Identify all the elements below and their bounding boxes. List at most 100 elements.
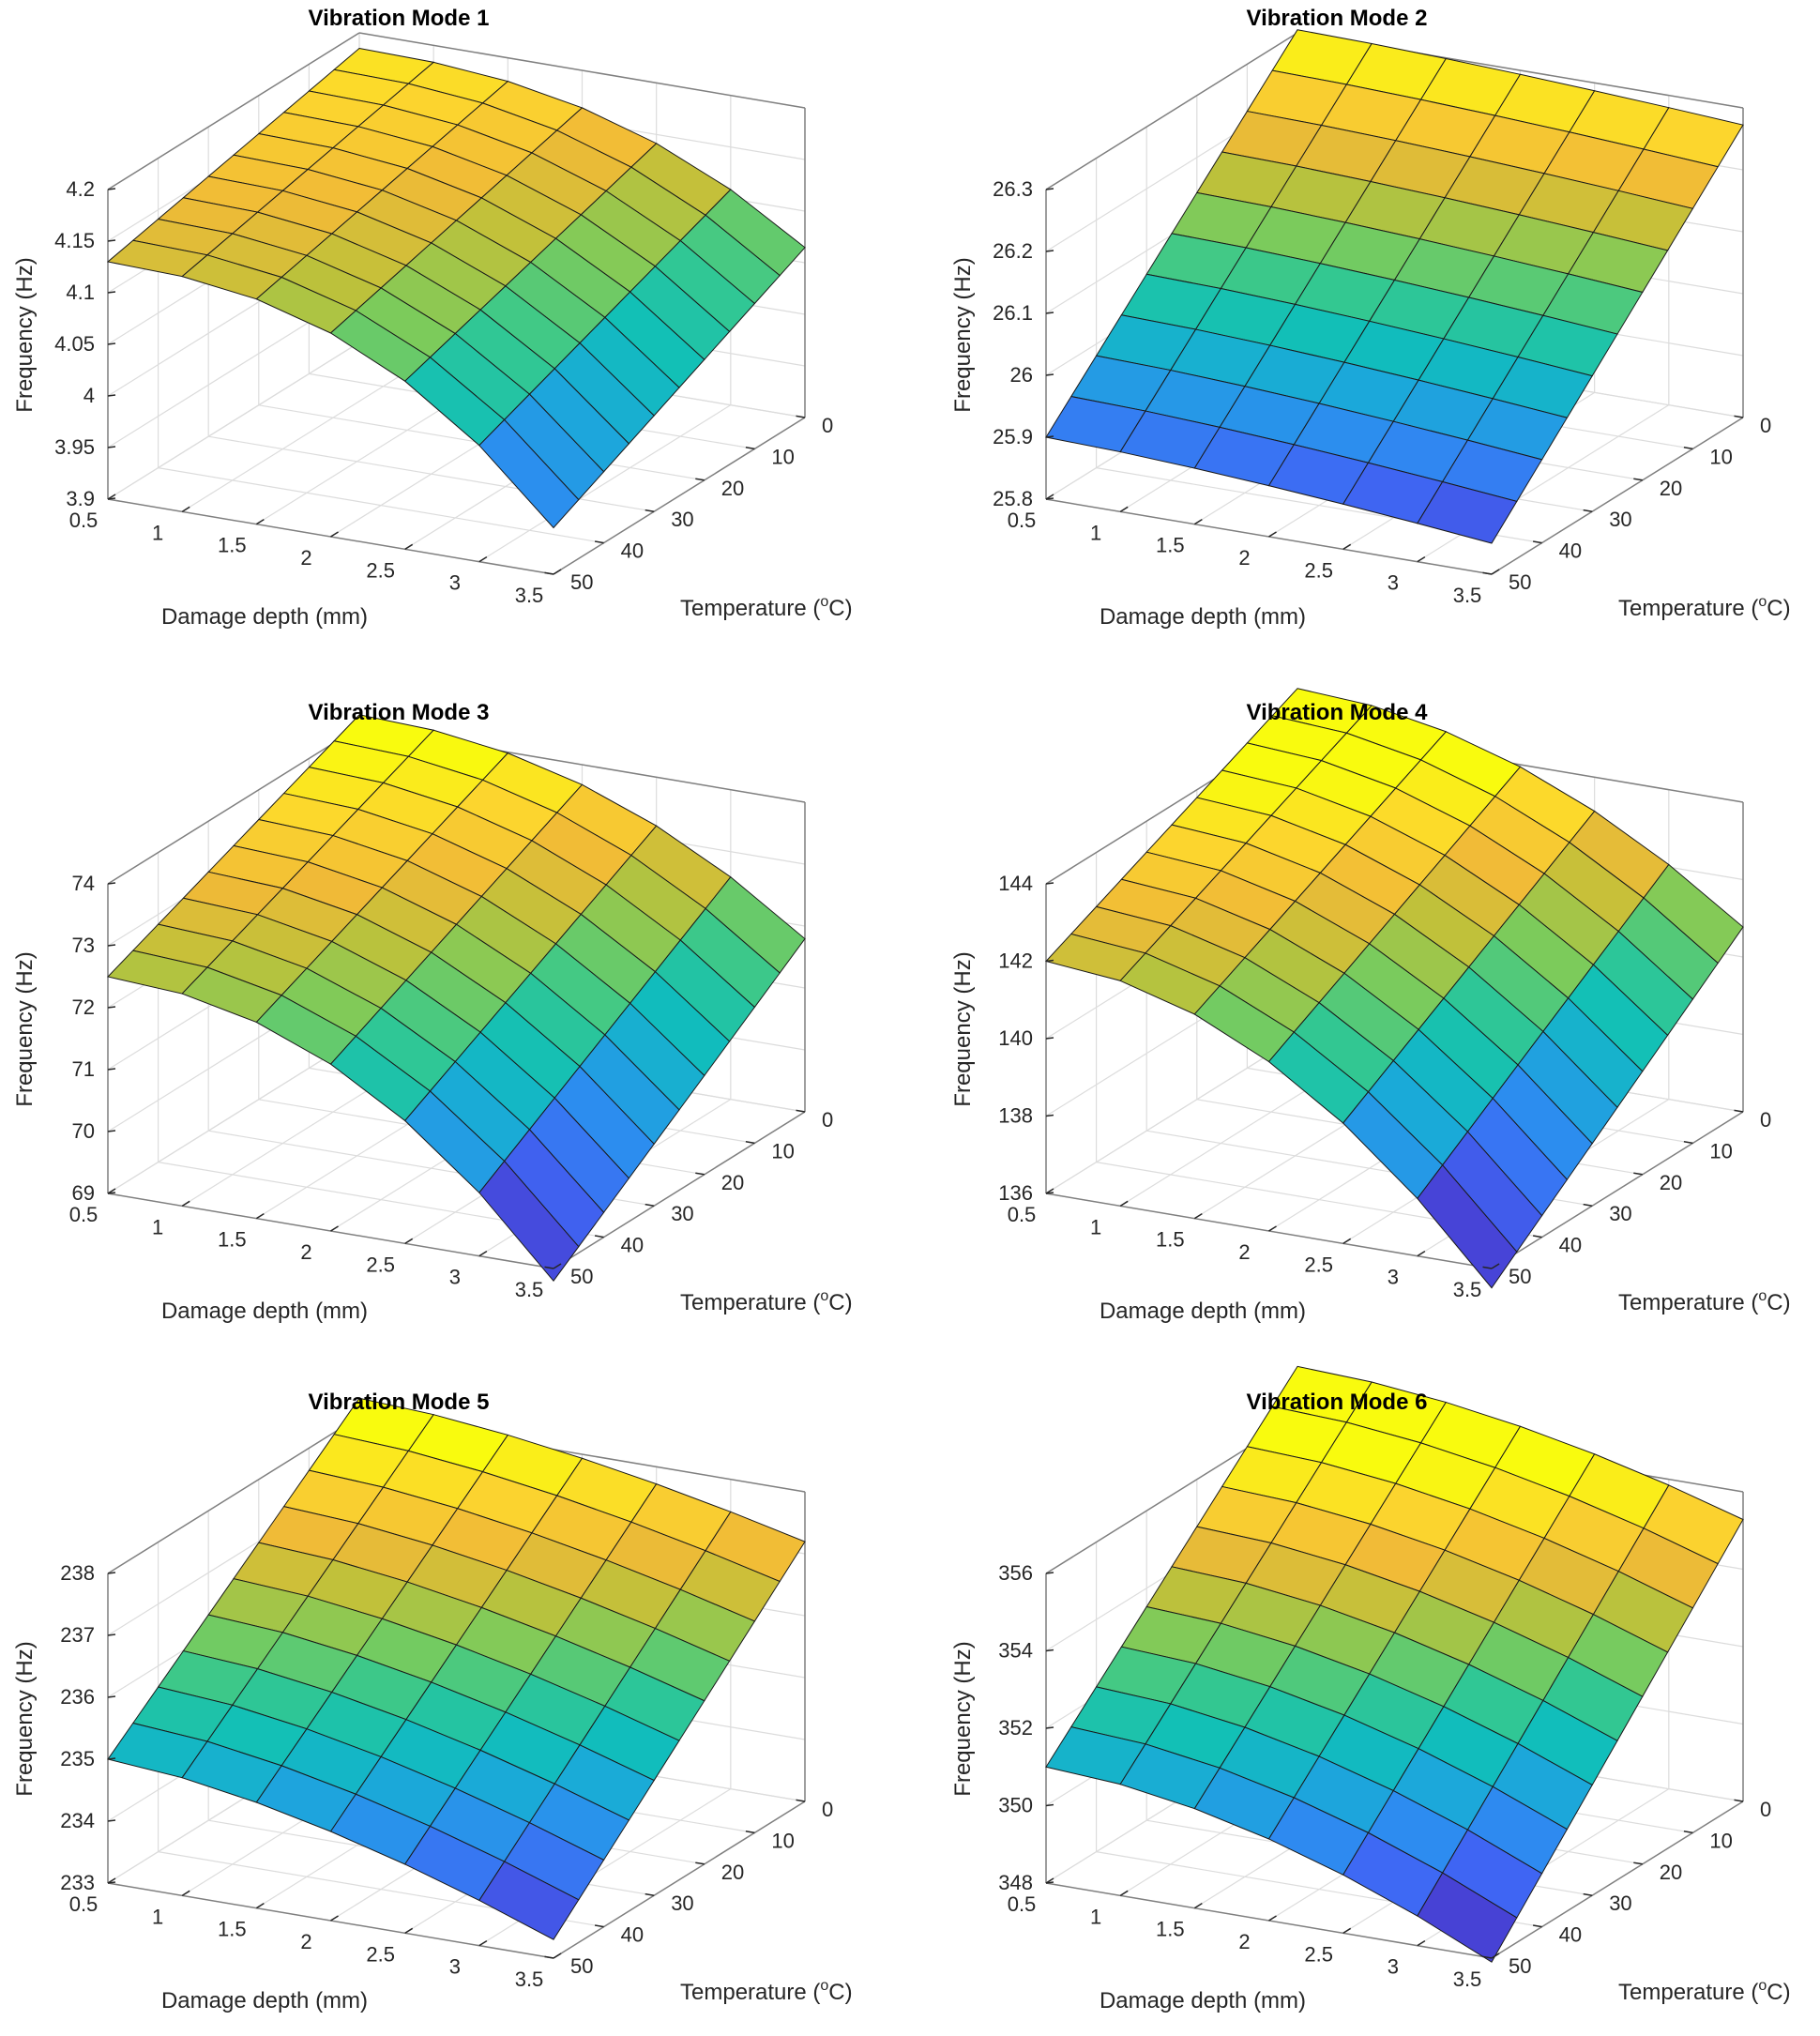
y-tick-mark <box>594 540 604 544</box>
x-tick-mark <box>553 1263 562 1269</box>
x-tick-label: 3.5 <box>1453 1278 1482 1301</box>
y-tick-label: 10 <box>1709 445 1732 468</box>
y-tick-label: 20 <box>1660 1861 1682 1884</box>
x-axis-label: Damage depth (mm) <box>161 604 368 630</box>
z-tick-label: 4.15 <box>54 229 95 252</box>
x-tick-label: 1 <box>152 1215 163 1238</box>
box-edge <box>1045 32 1298 190</box>
surface <box>1045 29 1744 544</box>
surface-patch <box>478 418 580 529</box>
x-tick-mark <box>553 1952 562 1959</box>
y-axis-label-end: C) <box>1767 1290 1790 1315</box>
z-tick-mark <box>1045 1649 1054 1652</box>
y-tick-label: 10 <box>771 1829 794 1852</box>
x-tick-label: 2.5 <box>1304 558 1333 582</box>
z-tick-label: 352 <box>998 1716 1033 1740</box>
y-tick-label: 0 <box>822 414 833 437</box>
y-tick-label: 30 <box>1609 1892 1631 1915</box>
x-tick-label: 2 <box>300 546 311 570</box>
x-axis-label: Damage depth (mm) <box>161 1988 368 2013</box>
y-tick-mark <box>1683 1141 1693 1145</box>
box-edge <box>553 1800 806 1959</box>
z-tick-label: 26.3 <box>993 177 1033 201</box>
x-tick-label: 2 <box>1238 546 1250 570</box>
x-tick-label: 2.5 <box>1304 1942 1333 1966</box>
y-tick-label: 30 <box>1609 508 1631 531</box>
y-tick-mark <box>1583 1892 1593 1896</box>
z-axis-label: Frequency (Hz) <box>950 1641 976 1796</box>
z-tick-mark <box>1045 311 1054 314</box>
z-tick-label: 4.2 <box>66 177 95 201</box>
z-tick-mark <box>1045 1803 1054 1807</box>
y-axis-label-sup: o <box>1758 1288 1767 1304</box>
y-tick-mark <box>695 1861 705 1865</box>
x-tick-label: 3.5 <box>515 1968 544 1991</box>
y-axis-label-end: C) <box>828 596 852 621</box>
z-tick-mark <box>107 394 116 397</box>
z-axis-label: Frequency (Hz) <box>12 1641 38 1796</box>
y-tick-mark <box>594 1924 604 1928</box>
y-axis-label-sup: o <box>820 594 828 610</box>
y-tick-label: 40 <box>621 539 644 563</box>
box-edge <box>107 726 360 885</box>
y-axis-label-end: C) <box>1767 596 1790 621</box>
z-tick-mark <box>1045 882 1054 885</box>
y-tick-label: 40 <box>621 1234 644 1257</box>
x-tick-mark <box>181 506 190 512</box>
x-tick-label: 0.5 <box>1008 1892 1037 1916</box>
y-axis-label-main: Temperature ( <box>680 596 820 621</box>
y-axis-label: Temperature (oC) <box>1618 1288 1791 1315</box>
z-tick-label: 26 <box>1010 363 1033 387</box>
ticks: 348 350 352 354 356 0.5 1 1.5 2 2.5 3 3.5 0 10 20 30 40 5… <box>998 1561 1771 1991</box>
chart-panel-3: 69 70 71 72 73 74 0.5 1 1.5 2 2.5 3 3.5 0 10 20 30 40 50 Vi… <box>12 700 853 1324</box>
y-axis-label: Temperature (oC) <box>680 594 853 621</box>
x-floor-gridline <box>181 354 434 512</box>
z-tick-mark <box>107 1757 116 1760</box>
x-floor-gridline <box>107 342 360 500</box>
y-axis-label-sup: o <box>1758 1978 1767 1994</box>
y-axis-label-main: Temperature ( <box>1618 1290 1758 1315</box>
x-tick-label: 0.5 <box>69 1892 99 1916</box>
x-tick-label: 3 <box>449 571 461 595</box>
y-tick-mark <box>796 415 806 418</box>
x-tick-label: 3.5 <box>515 1278 544 1301</box>
x-tick-mark <box>1491 1263 1500 1269</box>
surface-patch <box>478 1160 580 1283</box>
y-axis-label: Temperature (oC) <box>1618 594 1791 621</box>
z-tick-mark <box>107 446 116 448</box>
z-tick-mark <box>1045 188 1054 190</box>
y-tick-mark <box>1734 1109 1744 1113</box>
chart-panel-2: 25.8 25.9 26 26.1 26.2 26.3 0.5 1 1.5 2 2.5 3 3.5 0 10… <box>950 6 1791 630</box>
z-axis-label: Frequency (Hz) <box>12 257 38 412</box>
y-tick-label: 0 <box>1760 1108 1771 1132</box>
x-axis-label: Damage depth (mm) <box>1100 1988 1306 2013</box>
z-tick-label: 72 <box>72 995 95 1019</box>
z-tick-label: 138 <box>998 1104 1033 1128</box>
x-tick-label: 0.5 <box>69 1203 99 1226</box>
x-tick-mark <box>1342 1927 1352 1934</box>
x-tick-label: 2 <box>1238 1240 1250 1264</box>
x-tick-label: 2 <box>300 1930 311 1953</box>
y-tick-mark <box>745 1831 755 1834</box>
z-tick-label: 4.1 <box>66 281 95 304</box>
z-tick-label: 136 <box>998 1181 1033 1205</box>
y-axis-label-main: Temperature ( <box>1618 596 1758 621</box>
z-tick-label: 234 <box>60 1809 95 1832</box>
box-edge <box>107 1416 360 1574</box>
x-tick-mark <box>478 556 488 563</box>
y-tick-label: 30 <box>671 1892 693 1915</box>
y-tick-label: 10 <box>771 1139 794 1162</box>
y-tick-label: 30 <box>671 1202 693 1225</box>
y-tick-label: 40 <box>1559 1234 1582 1257</box>
z-tick-label: 26.2 <box>993 239 1033 263</box>
y-axis-label-main: Temperature ( <box>680 1980 820 2005</box>
surface-patch <box>1417 1872 1518 1963</box>
x-tick-label: 1 <box>1090 1215 1101 1238</box>
x-tick-mark <box>553 569 562 575</box>
z-tick-mark <box>107 1633 116 1636</box>
z-tick-mark <box>107 188 116 190</box>
y-tick-mark <box>1532 1924 1542 1928</box>
surface-patch <box>478 1861 580 1940</box>
x-tick-label: 0.5 <box>1008 1203 1037 1226</box>
